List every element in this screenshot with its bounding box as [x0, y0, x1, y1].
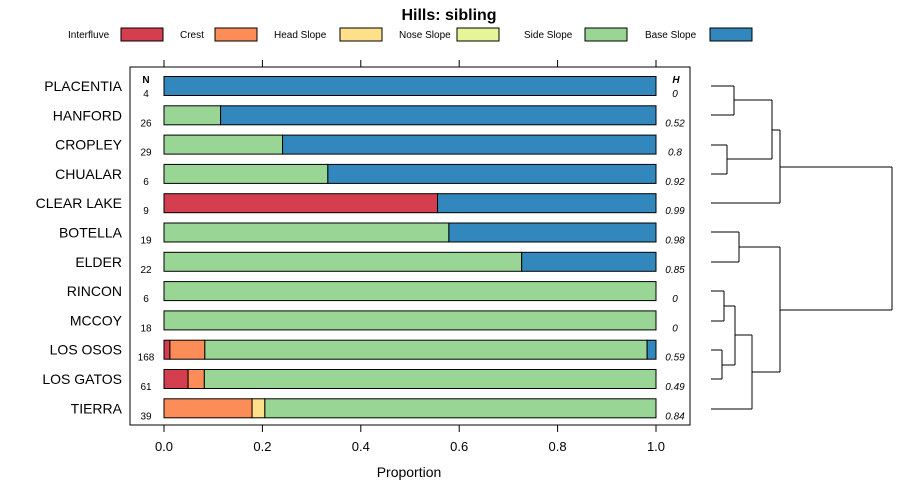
bar-clear-lake-base-slope [437, 193, 657, 214]
row-label-los-osos: LOS OSOS [50, 342, 122, 358]
n-value-mccoy: 18 [140, 323, 152, 334]
row-label-cropley: CROPLEY [55, 137, 123, 153]
dendrogram [711, 85, 893, 410]
h-value-los-osos: 0.59 [665, 353, 685, 364]
bar-chualar-base-slope [327, 163, 657, 184]
bar-los-osos-interfluve [163, 339, 171, 360]
x-tick-label: 1.0 [647, 439, 665, 454]
bar-clear-lake-interfluve [163, 193, 439, 214]
bar-tierra-crest [163, 398, 253, 419]
bar-rincon-side-slope [163, 281, 657, 302]
x-tick-label: 0.2 [253, 439, 271, 454]
row-label-elder: ELDER [75, 254, 122, 270]
n-value-placentia: 4 [143, 89, 149, 100]
bar-cropley-side-slope [163, 134, 284, 155]
n-value-los-osos: 168 [138, 353, 155, 364]
h-value-rincon: 0 [672, 294, 678, 305]
legend-label-base-slope: Base Slope [645, 30, 697, 41]
n-value-botella: 19 [140, 236, 152, 247]
bar-elder-side-slope [163, 251, 523, 272]
legend-label-interfluve: Interfluve [68, 30, 110, 41]
n-header: N [142, 75, 149, 86]
row-label-hanford: HANFORD [53, 107, 122, 123]
h-value-chualar: 0.92 [665, 177, 685, 188]
h-header: H [672, 75, 680, 86]
bar-los-gatos-interfluve [163, 369, 189, 389]
row-label-tierra: TIERRA [71, 400, 123, 416]
bar-los-gatos-side-slope [203, 369, 657, 389]
x-tick-label: 0.6 [450, 439, 468, 454]
bars [163, 76, 657, 419]
x-tick-label: 0.8 [549, 439, 567, 454]
row-label-clear-lake: CLEAR LAKE [36, 195, 122, 211]
legend-label-side-slope: Side Slope [524, 30, 573, 41]
bar-botella-base-slope [448, 222, 657, 243]
n-value-clear-lake: 9 [143, 206, 149, 217]
legend-swatch-nose-slope [456, 27, 500, 42]
bar-los-osos-crest [169, 339, 206, 360]
bar-placentia-base-slope [163, 76, 657, 96]
chart-title: Hills: sibling [401, 7, 496, 24]
bar-mccoy-side-slope [163, 310, 657, 331]
bar-hanford-base-slope [220, 105, 657, 126]
legend-swatch-side-slope [584, 27, 628, 42]
x-axis: 0.0 0.2 0.4 0.6 0.8 1.0 [155, 60, 665, 454]
bar-cropley-base-slope [282, 134, 657, 155]
row-label-chualar: CHUALAR [55, 166, 122, 182]
bar-tierra-head-slope [251, 398, 266, 419]
n-value-hanford: 26 [140, 118, 152, 129]
h-value-clear-lake: 0.99 [665, 206, 685, 217]
bar-los-osos-side-slope [204, 339, 648, 360]
n-value-tierra: 39 [140, 411, 152, 422]
bar-botella-side-slope [163, 222, 450, 243]
n-value-rincon: 6 [143, 294, 149, 305]
bar-chualar-side-slope [163, 163, 329, 184]
h-value-mccoy: 0 [672, 323, 678, 334]
bar-elder-base-slope [521, 251, 657, 272]
legend-label-head-slope: Head Slope [274, 30, 327, 41]
row-label-los-gatos: LOS GATOS [42, 371, 122, 387]
n-value-los-gatos: 61 [140, 382, 152, 393]
bar-los-gatos-crest [187, 369, 205, 389]
legend: Interfluve Crest Head Slope Nose Slope Side … [68, 27, 753, 42]
row-labels: PLACENTIA 4 0 HANFORD 26 0.52 CROPLEY 29 0.8 CHUA… [36, 78, 686, 422]
row-label-placentia: PLACENTIA [44, 78, 122, 94]
h-value-cropley: 0.8 [668, 148, 682, 159]
x-tick-label: 0.4 [352, 439, 370, 454]
row-label-botella: BOTELLA [59, 225, 123, 241]
bar-hanford-side-slope [163, 105, 222, 126]
legend-swatch-interfluve [120, 27, 164, 42]
x-tick-label: 0.0 [155, 439, 173, 454]
n-value-cropley: 29 [140, 148, 152, 159]
x-axis-label: Proportion [377, 464, 442, 480]
legend-swatch-crest [214, 27, 258, 42]
h-value-elder: 0.85 [665, 265, 685, 276]
row-label-mccoy: MCCOY [70, 312, 123, 328]
h-value-hanford: 0.52 [665, 118, 685, 129]
h-value-botella: 0.98 [665, 236, 685, 247]
n-value-chualar: 6 [143, 177, 149, 188]
plot-frame [129, 66, 691, 426]
h-value-los-gatos: 0.49 [665, 382, 685, 393]
legend-label-crest: Crest [180, 30, 204, 41]
legend-swatch-head-slope [339, 27, 383, 42]
h-value-placentia: 0 [672, 89, 678, 100]
legend-label-nose-slope: Nose Slope [399, 30, 451, 41]
h-value-tierra: 0.84 [665, 411, 685, 422]
n-value-elder: 22 [140, 265, 152, 276]
bar-tierra-side-slope [264, 398, 657, 419]
bar-los-osos-base-slope [646, 339, 657, 360]
row-label-rincon: RINCON [67, 283, 122, 299]
legend-swatch-base-slope [709, 27, 753, 42]
